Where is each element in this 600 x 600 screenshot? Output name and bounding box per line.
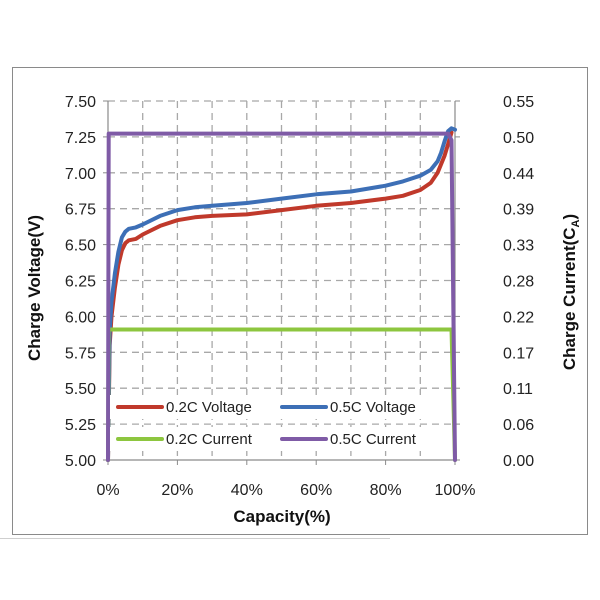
page-divider bbox=[0, 538, 390, 539]
y2-axis-title-sub: A bbox=[570, 220, 582, 228]
y2-tick-label: 0.06 bbox=[503, 417, 534, 434]
series-line-0-5c-voltage bbox=[106, 126, 457, 462]
y2-axis-title-close: ) bbox=[560, 214, 579, 220]
y2-tick-label: 0.17 bbox=[503, 345, 534, 362]
series-layer bbox=[106, 126, 457, 462]
y2-tick-label: 0.00 bbox=[503, 453, 534, 470]
y2-tick-label: 0.11 bbox=[503, 381, 533, 398]
x-tick-label: 80% bbox=[370, 482, 402, 499]
y2-tick-label: 0.28 bbox=[503, 274, 534, 291]
y-tick-label: 7.25 bbox=[65, 130, 96, 147]
x-tick-label: 40% bbox=[231, 482, 263, 499]
y-tick-label: 5.25 bbox=[65, 417, 96, 434]
y2-tick-label: 0.44 bbox=[503, 166, 534, 183]
x-tick-label: 0% bbox=[96, 482, 119, 499]
y2-tick-label: 0.55 bbox=[503, 94, 534, 111]
y-tick-label: 7.50 bbox=[65, 94, 96, 111]
ticks-layer: 5.00 5.25 5.50 5.75 6.00 6.25 6.50 6.75 7.00 7.25… bbox=[65, 94, 534, 499]
y-axis-title: Charge Voltage(V) bbox=[25, 215, 44, 361]
series-line-0-2c-voltage bbox=[106, 130, 454, 462]
y-tick-label: 5.50 bbox=[65, 381, 96, 398]
legend-label: 0.5C Current bbox=[330, 431, 417, 448]
y-tick-label: 5.00 bbox=[65, 453, 96, 470]
x-tick-label: 60% bbox=[300, 482, 332, 499]
y2-axis-title: Charge Current(CA) bbox=[560, 214, 582, 370]
y2-tick-label: 0.39 bbox=[503, 202, 534, 219]
legend-label: 0.2C Voltage bbox=[166, 399, 252, 416]
x-tick-label: 100% bbox=[435, 482, 476, 499]
y-tick-label: 7.00 bbox=[65, 166, 96, 183]
y2-tick-label: 0.50 bbox=[503, 130, 534, 147]
x-axis-title: Capacity(%) bbox=[233, 507, 330, 526]
y2-tick-label: 0.22 bbox=[503, 309, 534, 326]
y-tick-label: 5.75 bbox=[65, 345, 96, 362]
y-tick-label: 6.50 bbox=[65, 238, 96, 255]
y-tick-label: 6.25 bbox=[65, 274, 96, 291]
y2-axis-title-main: Charge Current(C bbox=[560, 228, 579, 371]
legend-label: 0.2C Current bbox=[166, 431, 253, 448]
legend-label: 0.5C Voltage bbox=[330, 399, 416, 416]
y-tick-label: 6.75 bbox=[65, 202, 96, 219]
y-tick-label: 6.00 bbox=[65, 309, 96, 326]
x-tick-label: 20% bbox=[161, 482, 193, 499]
series-line-0-5c-current bbox=[106, 131, 457, 462]
y2-tick-label: 0.33 bbox=[503, 238, 534, 255]
legend: 0.2C Voltage 0.5C Voltage 0.2C Current 0.5C… bbox=[110, 395, 424, 451]
